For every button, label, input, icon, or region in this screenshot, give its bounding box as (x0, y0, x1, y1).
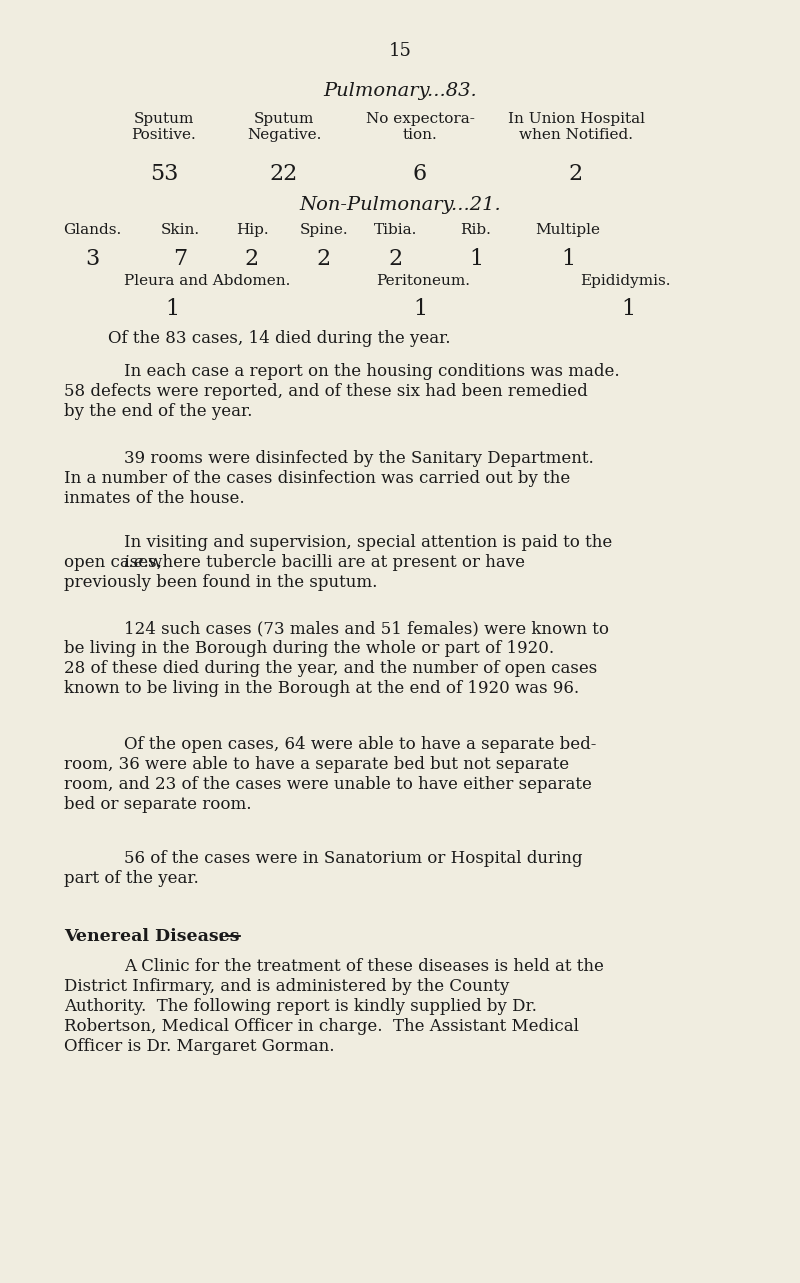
Text: Robertson, Medical Officer in charge.  The Assistant Medical: Robertson, Medical Officer in charge. Th… (64, 1017, 579, 1035)
Text: Of the open cases, 64 were able to have a separate bed-: Of the open cases, 64 were able to have … (124, 736, 596, 753)
Text: 2: 2 (389, 248, 403, 269)
Text: 58 defects were reported, and of these six had been remedied: 58 defects were reported, and of these s… (64, 384, 588, 400)
Text: 6: 6 (413, 163, 427, 185)
Text: 1: 1 (621, 298, 635, 319)
Text: Sputum
Negative.: Sputum Negative. (247, 112, 321, 142)
Text: 39 rooms were disinfected by the Sanitary Department.: 39 rooms were disinfected by the Sanitar… (124, 450, 594, 467)
Text: 1: 1 (469, 248, 483, 269)
Text: i.e.: i.e. (123, 554, 150, 571)
Text: room, and 23 of the cases were unable to have either separate: room, and 23 of the cases were unable to… (64, 776, 592, 793)
Text: 1: 1 (165, 298, 179, 319)
Text: Pleura and Abdomen.: Pleura and Abdomen. (124, 275, 290, 287)
Text: No expectora-
tion.: No expectora- tion. (366, 112, 474, 142)
Text: 1: 1 (413, 298, 427, 319)
Text: 2: 2 (317, 248, 331, 269)
Text: Skin.: Skin. (161, 223, 199, 237)
Text: Peritoneum.: Peritoneum. (376, 275, 470, 287)
Text: open cases,: open cases, (64, 554, 167, 571)
Text: In Union Hospital
when Notified.: In Union Hospital when Notified. (507, 112, 645, 142)
Text: Authority.  The following report is kindly supplied by Dr.: Authority. The following report is kindl… (64, 998, 537, 1015)
Text: by the end of the year.: by the end of the year. (64, 403, 252, 420)
Text: 3: 3 (85, 248, 99, 269)
Text: Multiple: Multiple (535, 223, 601, 237)
Text: be living in the Borough during the whole or part of 1920.: be living in the Borough during the whol… (64, 640, 554, 657)
Text: room, 36 were able to have a separate bed but not separate: room, 36 were able to have a separate be… (64, 756, 569, 772)
Text: Non-Pulmonary...21.: Non-Pulmonary...21. (299, 196, 501, 214)
Text: Rib.: Rib. (461, 223, 491, 237)
Text: In a number of the cases disinfection was carried out by the: In a number of the cases disinfection wa… (64, 470, 570, 488)
Text: Of the 83 cases, 14 died during the year.: Of the 83 cases, 14 died during the year… (108, 330, 450, 346)
Text: inmates of the house.: inmates of the house. (64, 490, 245, 507)
Text: bed or separate room.: bed or separate room. (64, 795, 251, 813)
Text: District Infirmary, and is administered by the County: District Infirmary, and is administered … (64, 978, 510, 996)
Text: Spine.: Spine. (300, 223, 348, 237)
Text: previously been found in the sputum.: previously been found in the sputum. (64, 574, 378, 591)
Text: known to be living in the Borough at the end of 1920 was 96.: known to be living in the Borough at the… (64, 680, 579, 697)
Text: Hip.: Hip. (236, 223, 268, 237)
Text: A Clinic for the treatment of these diseases is held at the: A Clinic for the treatment of these dise… (124, 958, 604, 975)
Text: 28 of these died during the year, and the number of open cases: 28 of these died during the year, and th… (64, 659, 598, 677)
Text: part of the year.: part of the year. (64, 870, 198, 887)
Text: Tibia.: Tibia. (374, 223, 418, 237)
Text: Sputum
Positive.: Sputum Positive. (132, 112, 196, 142)
Text: 2: 2 (245, 248, 259, 269)
Text: Glands.: Glands. (63, 223, 121, 237)
Text: :—: :— (212, 928, 242, 946)
Text: 53: 53 (150, 163, 178, 185)
Text: In visiting and supervision, special attention is paid to the: In visiting and supervision, special att… (124, 534, 612, 550)
Text: where tubercle bacilli are at present or have: where tubercle bacilli are at present or… (143, 554, 526, 571)
Text: 56 of the cases were in Sanatorium or Hospital during: 56 of the cases were in Sanatorium or Ho… (124, 851, 582, 867)
Text: 15: 15 (389, 42, 411, 60)
Text: Officer is Dr. Margaret Gorman.: Officer is Dr. Margaret Gorman. (64, 1038, 334, 1055)
Text: Epididymis.: Epididymis. (580, 275, 670, 287)
Text: Venereal Diseases: Venereal Diseases (64, 928, 239, 946)
Text: 124 such cases (73 males and 51 females) were known to: 124 such cases (73 males and 51 females)… (124, 620, 609, 636)
Text: 7: 7 (173, 248, 187, 269)
Text: In each case a report on the housing conditions was made.: In each case a report on the housing con… (124, 363, 620, 380)
Text: 22: 22 (270, 163, 298, 185)
Text: Pulmonary...83.: Pulmonary...83. (323, 82, 477, 100)
Text: 2: 2 (569, 163, 583, 185)
Text: 1: 1 (561, 248, 575, 269)
